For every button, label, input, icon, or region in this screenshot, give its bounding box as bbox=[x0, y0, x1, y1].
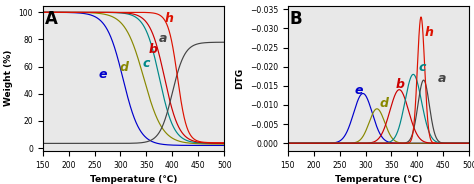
Text: b: b bbox=[149, 43, 158, 56]
Text: a: a bbox=[438, 72, 447, 85]
Text: e: e bbox=[99, 68, 107, 81]
Text: e: e bbox=[354, 84, 363, 96]
Text: c: c bbox=[419, 61, 426, 74]
Text: a: a bbox=[158, 32, 167, 45]
Text: h: h bbox=[424, 26, 433, 39]
Y-axis label: DTG: DTG bbox=[235, 68, 244, 89]
Text: h: h bbox=[164, 12, 173, 25]
Text: c: c bbox=[142, 57, 150, 70]
Text: A: A bbox=[45, 10, 57, 28]
X-axis label: Temperature (℃): Temperature (℃) bbox=[335, 175, 422, 184]
Text: B: B bbox=[290, 10, 302, 28]
Text: b: b bbox=[396, 78, 405, 91]
Text: d: d bbox=[380, 97, 389, 110]
X-axis label: Temperature (℃): Temperature (℃) bbox=[90, 175, 177, 184]
Y-axis label: Weight (%): Weight (%) bbox=[4, 50, 13, 106]
Text: d: d bbox=[119, 61, 128, 74]
